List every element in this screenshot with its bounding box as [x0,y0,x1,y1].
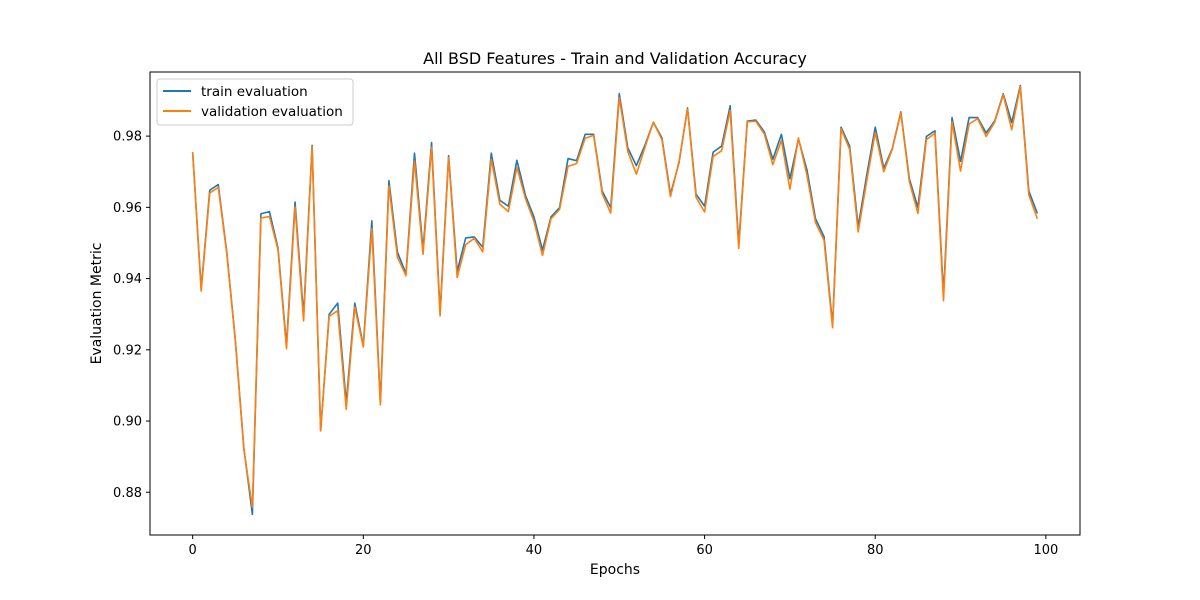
x-tick-label: 60 [696,543,713,558]
legend-label-train: train evaluation [201,84,308,100]
x-axis-ticks: 0 20 40 60 80 100 [189,535,1058,558]
y-tick-label: 0.94 [113,272,142,287]
y-tick-label: 0.98 [113,130,142,145]
series-layer [191,84,1039,516]
x-axis-label: Epochs [590,562,640,578]
legend: train evaluation validation evaluation [156,78,354,126]
x-tick-label: 80 [867,543,884,558]
axes-frame [149,71,1081,536]
legend-box [156,78,354,126]
y-axis-ticks: 0.88 0.90 0.92 0.94 0.96 0.98 [113,130,150,501]
y-tick-label: 0.96 [113,201,142,216]
legend-label-validation: validation evaluation [201,104,343,120]
plot-area: 0 20 40 60 80 100 0.88 0.90 0.92 0.94 0.96 0.98 [113,71,1081,558]
x-tick-label: 40 [526,543,543,558]
x-tick-label: 0 [189,543,197,558]
chart-title: All BSD Features - Train and Validation … [423,49,807,68]
series-line-validation [191,85,1039,509]
x-tick-label: 20 [355,543,372,558]
y-axis-label: Evaluation Metric [89,243,105,365]
x-tick-label: 100 [1033,543,1058,558]
y-tick-label: 0.88 [113,486,142,501]
y-tick-label: 0.90 [113,415,142,430]
y-tick-label: 0.92 [113,343,142,358]
